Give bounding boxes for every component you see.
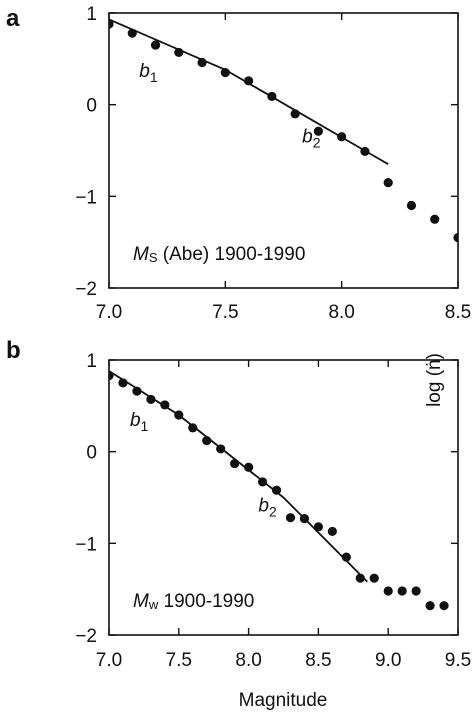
a-data-point: [383, 177, 393, 188]
panel-a-plot: 7.0 7.5 8.0 8.5 1 0 −1 −2 b1 b2 MS (Abe) 1900-1990: [75, 4, 471, 323]
b-x-tick-label: 9.0: [375, 650, 401, 671]
b-data-point: [244, 462, 254, 472]
a-data-point: [430, 214, 440, 224]
b-y-tick-label: −2: [75, 626, 97, 647]
b-data-point: [327, 526, 337, 537]
a-data-point: [406, 200, 417, 211]
b-y-tick-label: −1: [75, 534, 97, 555]
b-data-point: [341, 552, 351, 562]
b-data-point: [411, 586, 421, 596]
a-data-point: [337, 132, 347, 142]
b-data-point: [216, 444, 226, 454]
a-y-tick-label: 1: [86, 4, 97, 25]
panel-b-plot: 7.0 7.5 8.0 8.5 9.0 9.5 1 0 −1 −2 b1 b2 Mw 1900-1990: [75, 351, 471, 671]
b-data-point: [355, 573, 365, 583]
a-x-tick-label: 7.5: [212, 302, 238, 323]
a-x-tick-label: 8.0: [328, 302, 354, 323]
a-data-point: [109, 19, 114, 29]
a-plot-frame: [108, 12, 459, 289]
b-x-tick-label: 7.5: [166, 650, 192, 671]
b-segment-label: b1: [130, 410, 149, 434]
b-data-point: [383, 586, 393, 596]
panel-letter-b: b: [6, 337, 21, 364]
b-dataset-annotation: Mw 1900-1990: [133, 591, 254, 612]
a-x-tick-label: 7.0: [96, 302, 122, 323]
a-fit-line: [109, 18, 389, 165]
b-x-tick-label: 8.5: [305, 650, 331, 671]
b-data-point: [188, 423, 198, 433]
b-data-point: [257, 477, 268, 487]
b-data-point: [230, 458, 240, 469]
b-data-point: [313, 522, 323, 532]
b-data-point: [439, 601, 449, 611]
a-y-tick-label: −1: [75, 187, 97, 208]
b-plot-frame: [108, 359, 459, 636]
b-data-point: [132, 386, 142, 396]
a-segment-label: b1: [139, 61, 158, 85]
b-x-tick-label: 9.5: [445, 650, 471, 671]
b-fit-line: [109, 370, 368, 583]
shared-y-axis-title: log (ṅ): [424, 353, 445, 407]
a-data-point: [150, 40, 161, 50]
b-data-point: [425, 601, 435, 611]
a-data-point: [127, 28, 137, 38]
a-data-point: [197, 57, 207, 68]
a-data-point: [290, 109, 300, 119]
b-segment-label: b2: [258, 495, 277, 519]
b-y-tick-label: 0: [86, 443, 97, 464]
b-data-point: [299, 513, 310, 524]
a-y-tick-label: −2: [75, 279, 97, 300]
a-segment-label: b2: [302, 126, 321, 150]
a-data-point: [244, 76, 254, 86]
b-data-point: [202, 436, 212, 446]
b-y-tick-label: 1: [86, 351, 97, 372]
a-data-point: [267, 91, 277, 102]
a-data-point: [453, 232, 458, 243]
b-data-point: [397, 586, 407, 596]
b-data-point: [146, 394, 156, 405]
a-data-point: [313, 126, 323, 136]
a-data-point: [360, 146, 370, 157]
b-data-point: [369, 573, 379, 583]
panel-letter-a: a: [6, 5, 20, 32]
b-data-point: [285, 513, 296, 523]
a-data-point: [174, 47, 184, 58]
b-data-point: [118, 378, 128, 388]
b-x-tick-label: 7.0: [96, 650, 122, 671]
b-data-point: [160, 400, 170, 410]
a-x-tick-label: 8.5: [445, 302, 471, 323]
b-data-point: [271, 485, 282, 495]
a-y-tick-label: 0: [86, 96, 97, 117]
x-axis-title: Magnitude: [239, 690, 328, 711]
b-data-point: [174, 410, 184, 420]
b-x-tick-label: 8.0: [235, 650, 261, 671]
b-data-point: [109, 370, 114, 381]
a-data-point: [220, 67, 230, 78]
a-dataset-annotation: MS (Abe) 1900-1990: [133, 244, 305, 265]
